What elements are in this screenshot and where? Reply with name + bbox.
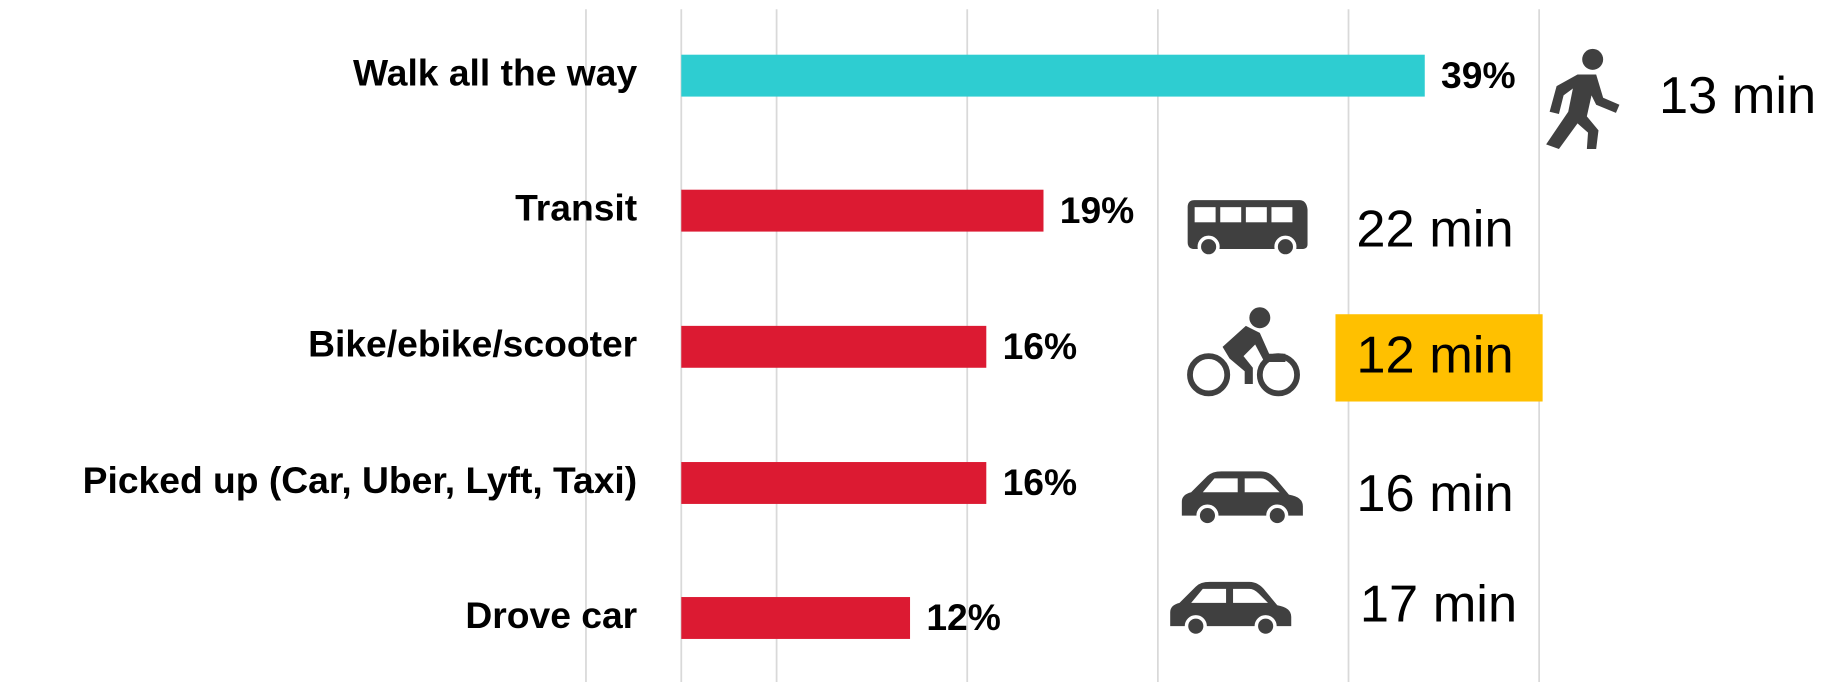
bike-icon [1187,307,1300,397]
category-label: Picked up (Car, Uber, Lyft, Taxi) [83,459,638,501]
walk-icon [1546,48,1620,149]
category-label: Transit [515,186,637,228]
travel-time: 16 min [1356,465,1513,523]
category-label: Drove car [465,594,637,636]
bar [681,189,1044,232]
travel-time: 13 min [1659,67,1816,125]
travel-time: 17 min [1360,575,1517,633]
category-label: Walk all the way [353,51,637,93]
value-label: 16% [1003,325,1078,367]
value-label: 16% [1003,461,1078,503]
bar [681,54,1425,97]
car-icon [1170,581,1292,638]
travel-time: 22 min [1356,201,1513,259]
mode-icons [1170,48,1620,638]
bar [681,325,987,368]
value-label: 39% [1441,54,1516,96]
category-label: Bike/ebike/scooter [308,323,637,365]
highlight-box [1335,314,1543,402]
travel-time: 12 min [1356,326,1513,384]
bus-icon [1187,200,1308,258]
value-label: 19% [1060,189,1135,231]
car-icon [1181,471,1303,527]
value-label: 12% [926,596,1001,638]
bar [681,462,987,504]
bar [681,597,911,639]
